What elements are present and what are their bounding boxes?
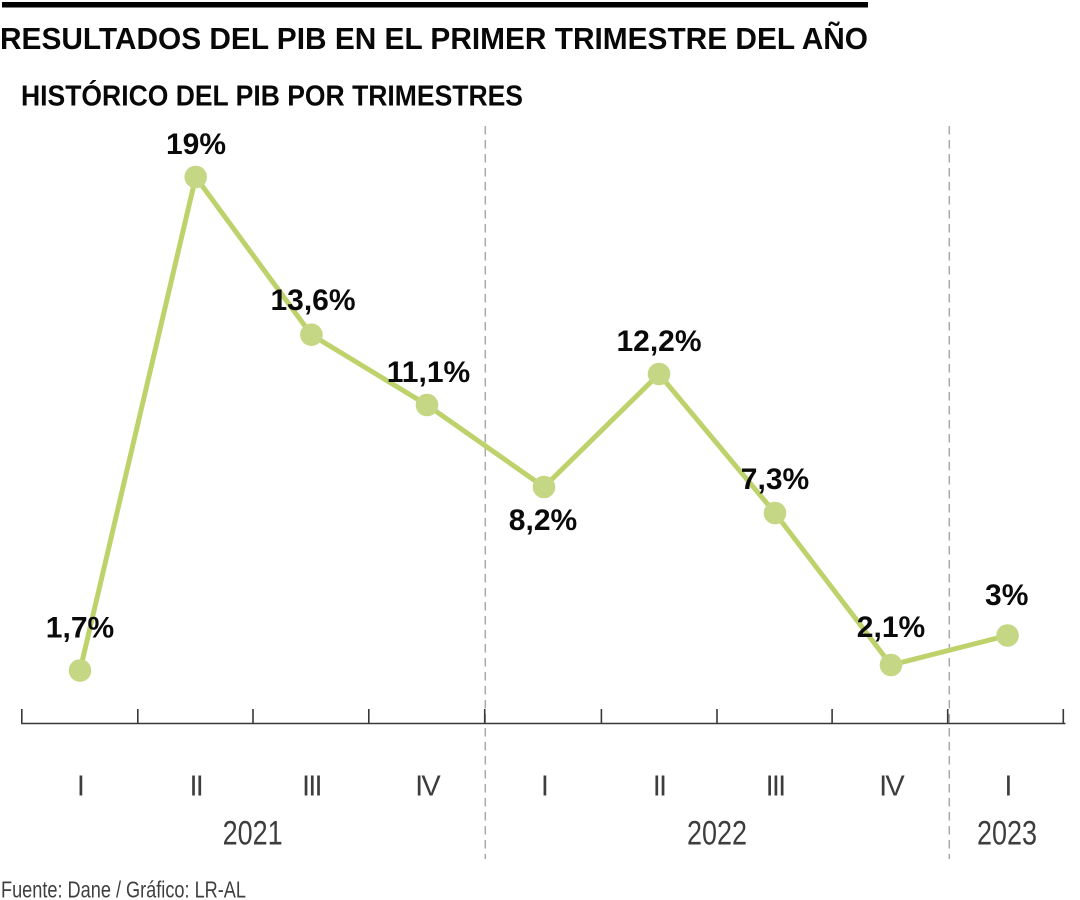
svg-text:1,7%: 1,7%: [46, 612, 114, 645]
svg-text:II: II: [189, 771, 202, 803]
svg-text:2,1%: 2,1%: [857, 611, 925, 644]
svg-text:HISTÓRICO DEL PIB POR TRIMESTR: HISTÓRICO DEL PIB POR TRIMESTRES: [21, 78, 523, 112]
svg-text:8,2%: 8,2%: [509, 504, 577, 537]
svg-text:Fuente: Dane / Gráfico: LR-AL: Fuente: Dane / Gráfico: LR-AL: [1, 877, 246, 900]
svg-text:11,1%: 11,1%: [387, 356, 470, 389]
svg-text:I: I: [541, 771, 547, 803]
svg-text:19%: 19%: [166, 128, 226, 161]
svg-text:3%: 3%: [985, 579, 1028, 612]
svg-text:7,3%: 7,3%: [741, 463, 809, 496]
svg-text:2022: 2022: [687, 814, 747, 852]
svg-text:12,2%: 12,2%: [616, 325, 701, 358]
svg-text:I: I: [1004, 771, 1010, 803]
svg-text:RESULTADOS DEL PIB EN EL PRIME: RESULTADOS DEL PIB EN EL PRIMER TRIMESTR…: [0, 21, 868, 56]
svg-text:13,6%: 13,6%: [270, 284, 355, 317]
svg-text:I: I: [77, 771, 83, 803]
svg-text:II: II: [653, 771, 666, 803]
svg-text:IV: IV: [415, 771, 441, 803]
svg-text:IV: IV: [879, 771, 905, 803]
svg-text:2023: 2023: [977, 814, 1037, 852]
svg-text:2021: 2021: [223, 814, 283, 852]
svg-text:III: III: [766, 771, 785, 803]
svg-text:III: III: [302, 771, 321, 803]
